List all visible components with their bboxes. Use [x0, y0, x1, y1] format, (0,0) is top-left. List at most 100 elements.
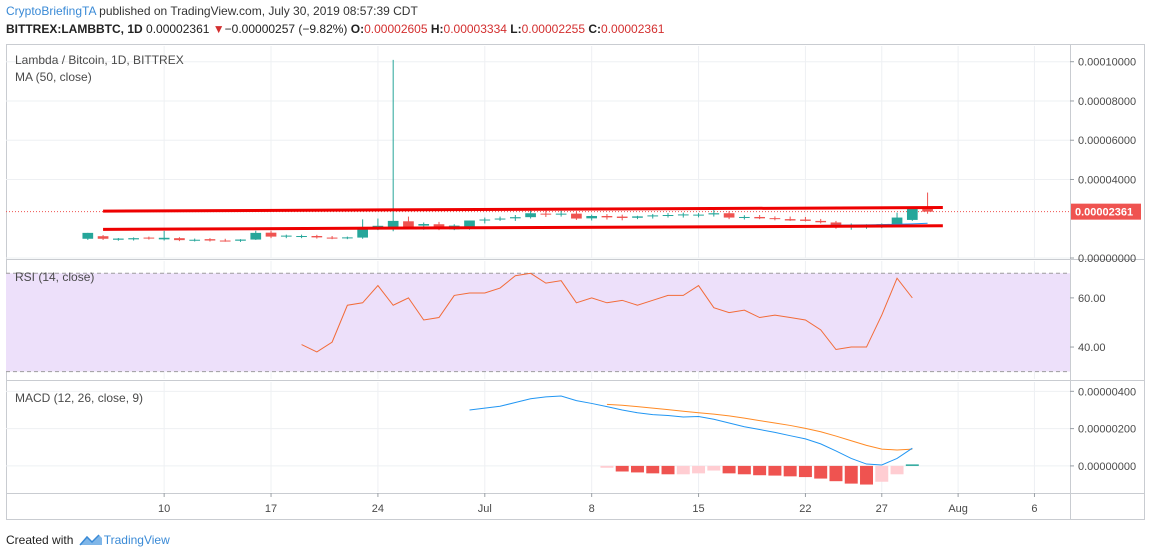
rsi-pane-title: RSI (14, close): [15, 270, 94, 284]
candle-body: [922, 206, 933, 212]
macd-histogram: [600, 464, 919, 485]
trendline[interactable]: [103, 224, 943, 231]
macd-histogram-bar: [707, 465, 721, 471]
time-axis-tick-label: 27: [876, 503, 888, 515]
price-axis[interactable]: 0.00010000 0.00008000 0.00006000 0.00004000…: [1070, 57, 1136, 473]
low-label: L:: [510, 22, 522, 36]
candle-body: [571, 213, 582, 219]
macd-histogram-bar: [875, 465, 889, 482]
macd-pane[interactable]: MACD (12, 26, close, 9): [15, 391, 919, 485]
price-axis-tick-label: 0.00000000: [1078, 253, 1136, 265]
last-price-tag: 0.00002361: [1071, 203, 1141, 220]
price-axis-tick-label: 0.00010000: [1078, 57, 1136, 69]
candle-body: [189, 239, 201, 241]
price-change: −0.00000257 (−9.82%): [224, 22, 348, 36]
macd-histogram-bar: [646, 465, 660, 474]
candle-body: [464, 220, 475, 229]
trendline[interactable]: [103, 206, 943, 213]
candle-body: [143, 237, 155, 239]
footer: Created with TradingView: [6, 531, 170, 549]
published-text: published on TradingView.com, July 30, 2…: [95, 4, 418, 18]
last-price: 0.00002361: [146, 22, 210, 36]
time-axis-tick-label: 15: [692, 503, 704, 515]
macd-histogram-bar: [798, 465, 812, 478]
candle-body: [387, 220, 399, 228]
candle-body: [479, 219, 491, 221]
time-axis-tick-label: Jul: [478, 503, 492, 515]
candle-body: [158, 237, 170, 240]
high-value: 0.00003334: [443, 22, 507, 36]
candle-body: [677, 214, 689, 216]
macd-histogram-bar: [661, 465, 675, 475]
macd-histogram-bar: [844, 465, 858, 484]
candle-body: [82, 232, 94, 239]
created-with-text: Created with: [6, 533, 74, 547]
tradingview-brand[interactable]: TradingView: [103, 533, 170, 547]
macd-axis-tick-label: 0.00000200: [1078, 424, 1136, 436]
candle-body: [891, 217, 903, 225]
candle-body: [509, 217, 521, 219]
candle-body: [250, 232, 262, 240]
candle-body: [555, 213, 567, 215]
macd-histogram-bar: [737, 465, 751, 475]
candle-body: [830, 222, 842, 227]
macd-histogram-bar: [905, 464, 919, 466]
macd-histogram-bar: [768, 465, 782, 476]
publish-line: CryptoBriefingTA published on TradingVie…: [6, 2, 1146, 20]
macd-line: [469, 395, 913, 466]
time-axis-tick-label: 22: [799, 503, 811, 515]
macd-histogram-bar: [676, 465, 690, 475]
candle-body: [693, 214, 704, 216]
down-arrow-icon: ▼: [212, 22, 225, 36]
close-label: C:: [588, 22, 602, 36]
candle-body: [235, 239, 246, 241]
macd-histogram-bar: [753, 465, 767, 476]
candle-body: [265, 232, 277, 237]
time-axis-tick-label: Aug: [948, 503, 968, 515]
open-value: 0.00002605: [364, 22, 428, 36]
rsi-pane[interactable]: RSI (14, close): [6, 270, 1070, 373]
rsi-line: [301, 272, 913, 353]
author-link[interactable]: CryptoBriefingTA: [6, 4, 96, 18]
low-value: 0.00002255: [521, 22, 586, 36]
macd-histogram-bar: [860, 465, 873, 485]
macd-histogram-bar: [722, 465, 736, 474]
time-axis-tick-label: 10: [158, 503, 170, 515]
candle-body: [586, 215, 598, 219]
macd-histogram-bar: [630, 465, 644, 473]
rsi-axis-tick-label: 60.00: [1078, 293, 1106, 305]
macd-histogram-bar: [890, 465, 904, 475]
price-pane[interactable]: Lambda / Bitcoin, 1D, BITTREX MA (50, cl…: [6, 53, 1070, 242]
trendlines[interactable]: [103, 206, 943, 231]
candle-body: [97, 236, 109, 239]
macd-histogram-bar: [692, 465, 706, 474]
candle-body: [433, 224, 445, 229]
candle-body: [311, 236, 323, 238]
time-axis-tick-label: 24: [372, 503, 384, 515]
time-axis[interactable]: 10 17 24 Jul 8 15 22 27 Aug 6: [158, 493, 1038, 515]
candle-body: [540, 213, 552, 215]
candle-body: [326, 237, 338, 239]
ma-indicator-label: MA (50, close): [15, 70, 92, 84]
macd-histogram-bar: [814, 465, 828, 479]
last-price-tag-text: 0.00002361: [1075, 207, 1133, 219]
high-label: H:: [430, 22, 444, 36]
candle-body: [112, 238, 124, 240]
candle-body: [418, 224, 430, 226]
time-axis-tick-label: 17: [265, 503, 277, 515]
candle-body: [616, 216, 628, 218]
candle-body: [647, 215, 659, 217]
candle-body: [800, 219, 811, 221]
time-axis-tick-label: 8: [589, 503, 595, 515]
chart-area[interactable]: Lambda / Bitcoin, 1D, BITTREX MA (50, cl…: [0, 0, 1150, 530]
macd-pane-title: MACD (12, 26, close, 9): [15, 391, 143, 405]
price-pane-title: Lambda / Bitcoin, 1D, BITTREX: [15, 53, 184, 67]
macd-histogram-bar: [615, 465, 629, 472]
candle-body: [204, 239, 216, 241]
price-axis-tick-label: 0.00006000: [1078, 135, 1136, 147]
signal-line: [606, 403, 913, 451]
candle-body: [128, 238, 139, 240]
candle-body: [494, 218, 506, 220]
grid: [6, 46, 1070, 492]
candle-body: [662, 215, 674, 217]
